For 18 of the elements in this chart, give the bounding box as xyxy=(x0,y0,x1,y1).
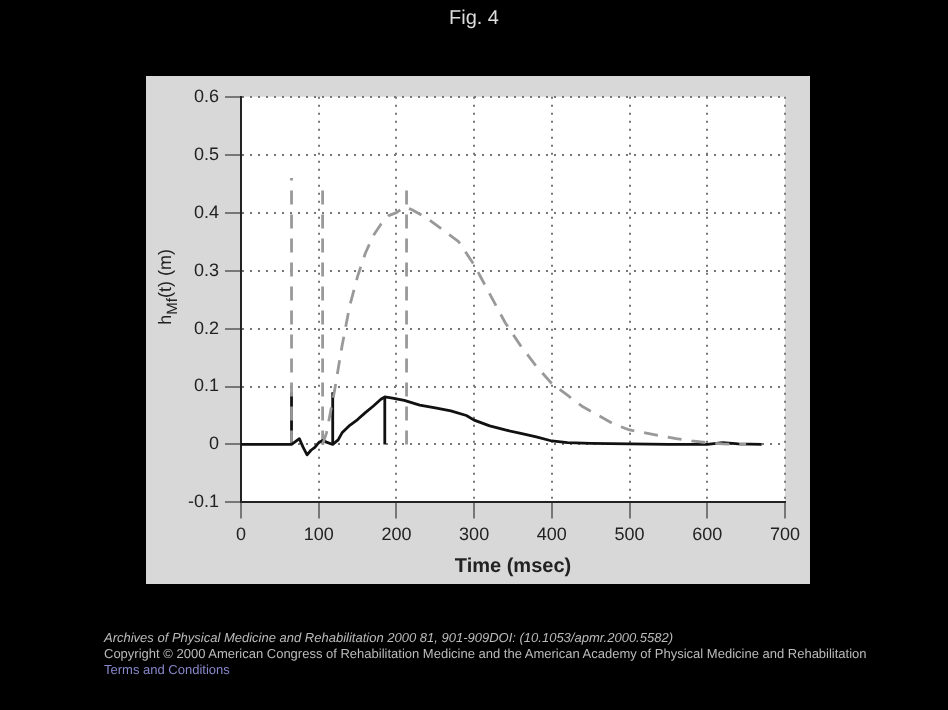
y-tick-label: -0.1 xyxy=(187,491,220,512)
x-tick-label: 700 xyxy=(769,524,801,545)
y-tick-label: 0.6 xyxy=(193,85,220,106)
y-tick-label: 0.4 xyxy=(193,201,220,222)
y-tick-label: 0.3 xyxy=(193,259,220,280)
x-axis-title: Time (msec) xyxy=(454,555,572,578)
x-tick-label: 0 xyxy=(236,524,247,545)
x-tick-label: 600 xyxy=(692,524,723,545)
x-tick-label: 100 xyxy=(303,524,334,545)
x-tick-label: 200 xyxy=(381,524,412,545)
y-tick-label: 0.2 xyxy=(193,317,220,338)
y-tick-label: 0.5 xyxy=(193,143,220,164)
x-tick-label: 400 xyxy=(536,524,567,545)
x-tick-label: 500 xyxy=(614,524,645,545)
y-tick-label: 0.1 xyxy=(193,375,220,396)
chart-title: Fig. 4 xyxy=(446,8,501,30)
x-tick-label: 300 xyxy=(459,524,490,545)
y-tick-label: 0 xyxy=(208,433,220,454)
